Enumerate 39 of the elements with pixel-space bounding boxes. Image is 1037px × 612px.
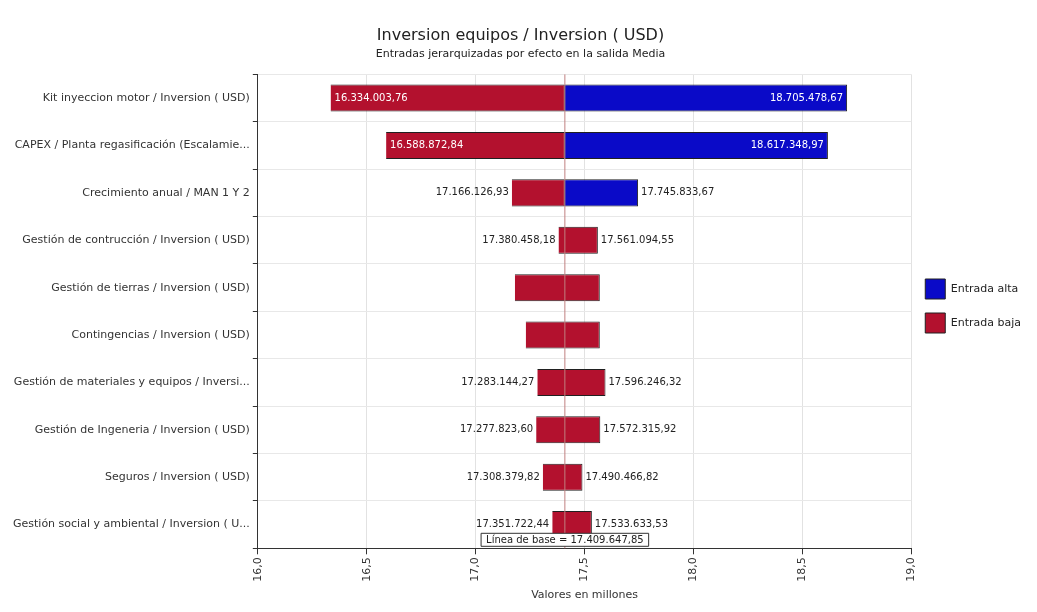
- annotation: 17.490.466,82: [585, 470, 659, 482]
- y-tick-label: Seguros / Inversion ( USD): [105, 470, 250, 484]
- annotation: 17.308.379,82: [466, 470, 540, 482]
- annotation: 17.561.094,55: [600, 233, 675, 245]
- y-tick-label: Kit inyeccion motor / Inversion ( USD): [42, 90, 250, 104]
- y-tick-label: Gestión de materiales y equipos / Inversi...: [13, 375, 250, 389]
- annotation: 16.588.872,84: [390, 139, 464, 151]
- annotation: 17.351.722,44: [476, 518, 550, 530]
- x-tick-label: 18,0: [686, 557, 700, 582]
- x-tick-label: 17,0: [468, 557, 482, 582]
- annotation: 17.283.144,27: [461, 376, 535, 388]
- annotation: 17.745.833,67: [641, 186, 715, 198]
- legend-label: Entrada baja: [950, 315, 1022, 329]
- y-tick-label: Gestión de tierras / Inversion ( USD): [51, 280, 250, 294]
- annotation: 17.533.633,53: [594, 518, 669, 530]
- y-tick-label: CAPEX / Planta regasificación (Escalamie...: [14, 138, 250, 152]
- annotation: 17.166.126,93: [435, 186, 509, 198]
- y-tick-label: Crecimiento anual / MAN 1 Y 2: [82, 185, 250, 199]
- x-tick-label: 16,0: [250, 557, 264, 582]
- annotation: 18.705.478,67: [769, 91, 844, 103]
- x-tick-label: 17,5: [577, 557, 591, 582]
- annotation: 17.380.458,18: [482, 233, 556, 245]
- annotation: 17.572.315,92: [603, 423, 677, 435]
- chart-subtitle: Entradas jerarquizadas por efecto en la salida Media: [375, 46, 666, 60]
- y-tick-label: Gestión de contrucción / Inversion ( USD): [22, 233, 250, 247]
- x-tick-label: 18,5: [795, 557, 809, 582]
- chart-title: Inversion equipos / Inversion ( USD): [376, 24, 665, 44]
- y-tick-label: Gestión de Ingeneria / Inversion ( USD): [34, 422, 250, 436]
- legend-label: Entrada alta: [950, 281, 1019, 295]
- x-tick-label: 16,5: [359, 557, 373, 582]
- ref-line-label: Línea de base = 17.409.647,85: [486, 533, 644, 545]
- annotation: 17.596.246,32: [608, 376, 682, 388]
- y-tick-label: Contingencias / Inversion ( USD): [71, 327, 250, 341]
- x-tick-label: 19,0: [904, 557, 918, 582]
- annotation: 17.277.823,60: [459, 423, 534, 435]
- annotation: 16.334.003,76: [334, 91, 408, 103]
- annotation: 18.617.348,97: [750, 139, 824, 151]
- x-axis-title: Valores en millones: [531, 588, 639, 602]
- y-tick-label: Gestión social y ambiental / Inversion ( U...: [13, 517, 250, 531]
